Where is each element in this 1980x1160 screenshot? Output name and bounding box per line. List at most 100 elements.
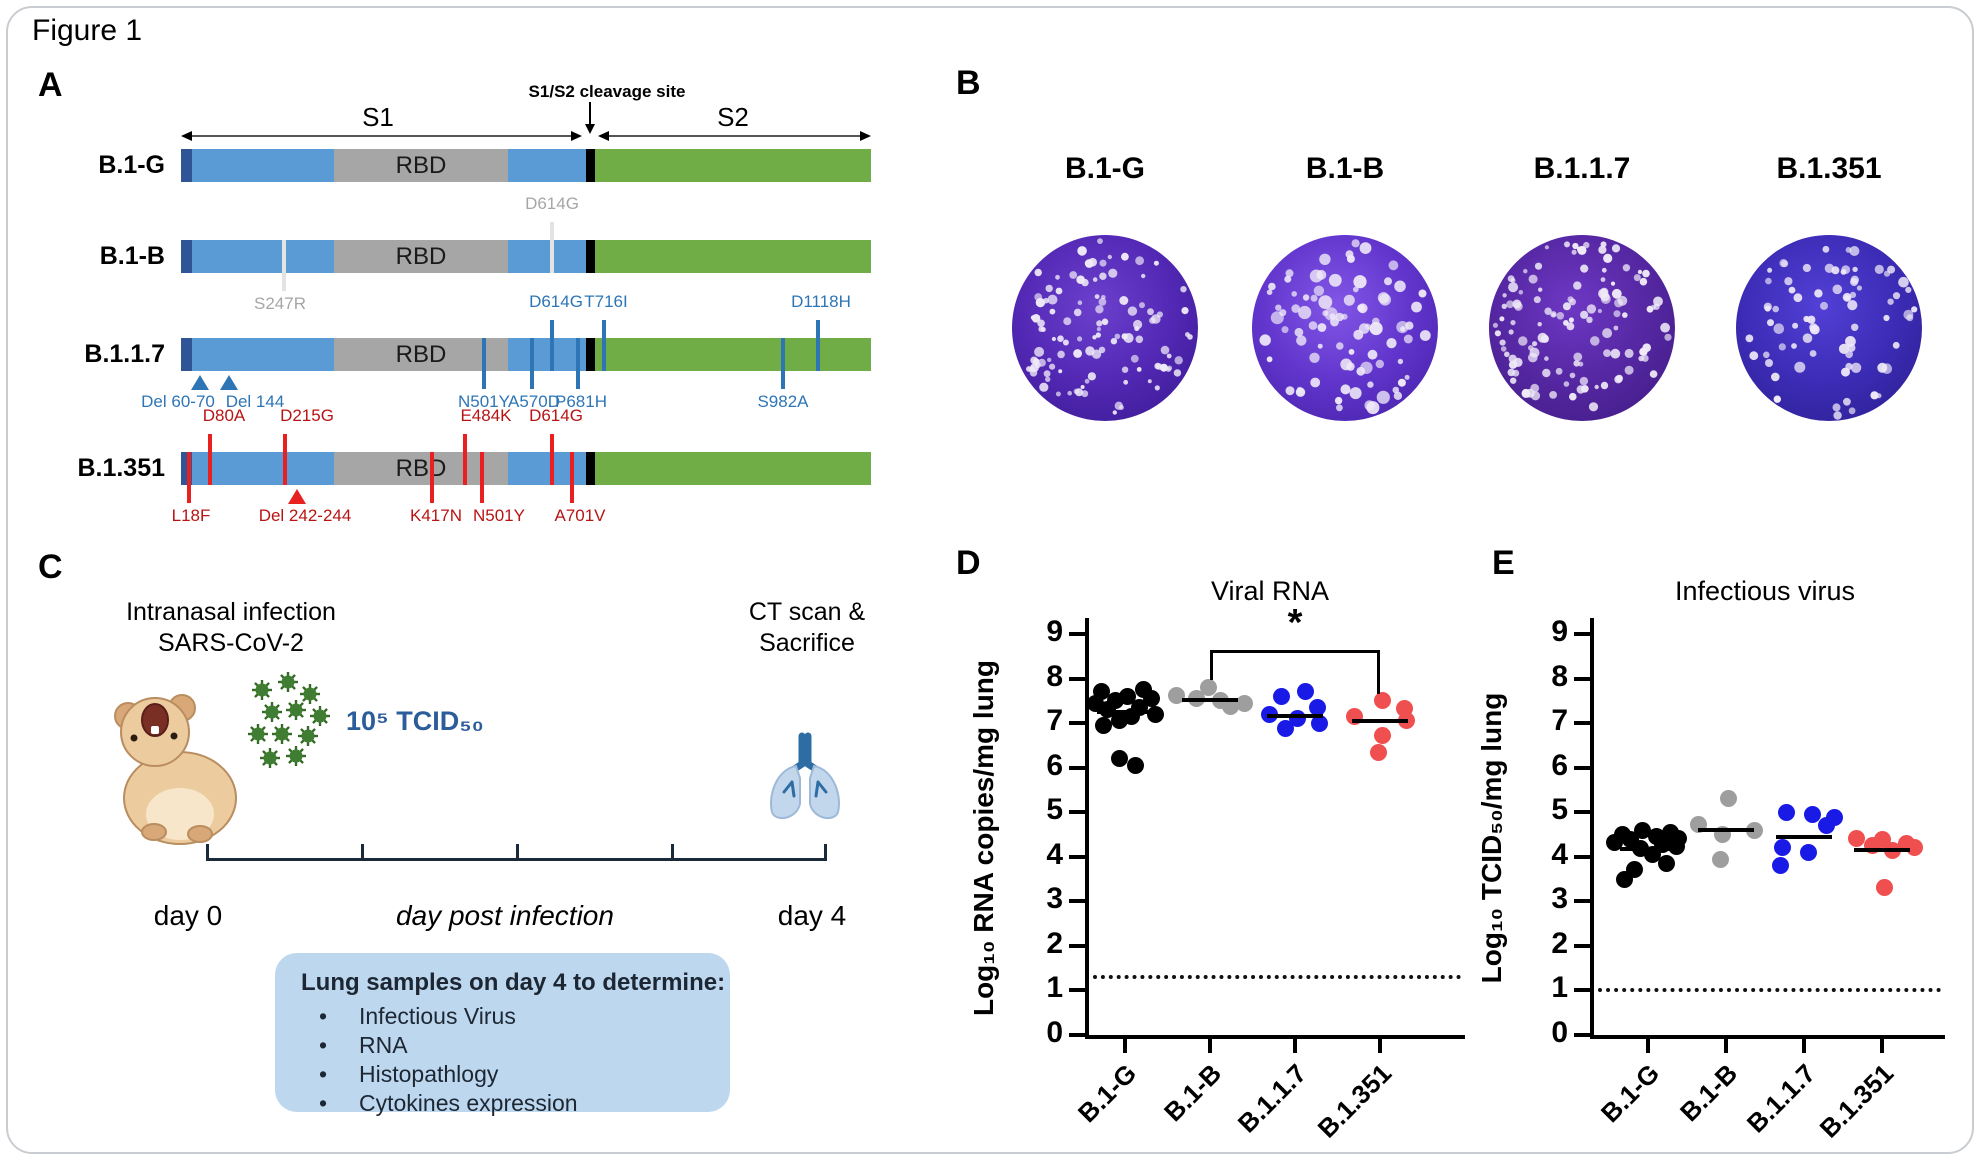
plaque-speckle [1809,350,1817,357]
plaque-speckle [1580,310,1589,319]
y-axis-tick-label: 6 [1046,748,1063,782]
plaque-speckle [1302,294,1310,301]
x-axis-tick [1208,1039,1212,1053]
data-point [1773,839,1791,857]
plaque-speckle [1508,282,1519,293]
plaque-speckle [1664,333,1672,341]
plaque-speckle [1887,298,1894,305]
virus-particle-icon [298,726,318,746]
data-point [1369,743,1387,761]
plaque-speckle [1504,351,1510,358]
data-point [1711,850,1729,868]
plaque-speckle [1583,241,1590,249]
plaque-speckle [1084,259,1094,268]
cleavage-site-label: S1/S2 cleavage site [528,82,686,101]
spike-segment [508,149,586,182]
y-axis-tick [1069,721,1085,726]
plaque-speckle [1807,315,1816,324]
plaque-speckle [1638,355,1644,362]
plaque-speckle [1154,385,1160,391]
plaque-speckle [1779,259,1788,268]
mutation-tick [430,452,434,503]
mutation-label: K417N [410,506,462,525]
data-point [1771,857,1789,875]
plaque-speckle [1843,397,1851,406]
plaque-speckle [1856,285,1862,291]
data-point [1146,705,1164,723]
plaque-speckle [1802,263,1811,273]
plaque-speckle [1898,276,1909,288]
plaque-well-image [1252,235,1438,421]
spike-segment [586,240,595,273]
bullet-dot: • [319,1032,328,1058]
plaque-speckle [1376,390,1390,404]
plaque-speckle [1500,346,1507,352]
plaque-speckle [1369,321,1383,336]
plaque-speckle [1397,378,1406,387]
plaque-speckle [1318,295,1333,309]
mutation-tick [570,452,574,503]
mutation-label: E484K [460,406,512,425]
timeline-tick [671,844,674,860]
y-axis-tick-label: 1 [1551,971,1568,1005]
data-point [1272,687,1290,705]
plaque-speckle [1077,336,1083,342]
plaque-speckle [1530,391,1541,401]
plaque-speckle [1123,379,1129,385]
plaque-speckle [1121,252,1129,261]
virus-particles-icon [248,672,330,768]
y-axis-tick-label: 6 [1551,748,1568,782]
median-line [1776,834,1832,839]
plaque-speckle [1026,366,1032,372]
plaque-speckle [1542,368,1551,378]
plaque-speckle [1037,319,1045,328]
plaque-speckle [1514,302,1523,311]
mutation-label: P681H [555,392,607,411]
plaque-speckle [1130,354,1139,363]
plaque-speckle [1832,403,1841,412]
plaque-speckle [1057,335,1064,342]
plaque-speckle [1160,345,1170,355]
plaque-speckle [1578,361,1584,367]
timeline-dpi-label: day post infection [396,900,614,931]
plaque-speckle [1308,321,1318,330]
spike-segment [181,149,192,182]
plaque-speckle [1284,275,1292,283]
plaque-speckle [1544,356,1549,361]
y-axis-tick-label: 4 [1551,837,1568,871]
plaque-speckle [1767,267,1773,273]
plaque-speckle [1353,275,1367,289]
plaque-speckle [1883,270,1891,277]
y-axis-tick-label: 1 [1046,971,1063,1005]
spike-segment [508,240,586,273]
y-axis-line [1590,618,1594,1039]
y-axis-tick [1069,988,1085,993]
plaque-speckle [1149,317,1156,324]
plaque-speckle [1259,334,1271,346]
plaque-speckle [1622,264,1631,272]
y-axis-tick [1069,854,1085,859]
y-axis-title: Log₁₀ TCID₅₀/mg lung [1476,692,1507,984]
y-axis-tick-label: 7 [1551,704,1568,738]
plaque-speckle [1870,391,1879,400]
plaque-speckle [1087,372,1096,381]
plaque-speckle [1119,296,1129,305]
y-axis-tick-label: 8 [1551,659,1568,693]
plaque-speckle [1603,253,1613,263]
y-axis-tick-label: 2 [1046,926,1063,960]
median-line [1182,697,1238,702]
plaque-speckle [1063,317,1072,326]
spike-segment: RBD [334,240,508,273]
plaque-speckle [1135,335,1144,344]
plaque-speckle [1049,363,1056,370]
plaque-speckle [1580,264,1589,273]
timeline-tick [516,844,519,860]
plaque-speckle [1043,297,1049,304]
mutation-tick [550,320,554,371]
mutation-label: D614G [529,406,583,425]
y-axis-tick [1574,854,1590,859]
plaque-speckle [1367,349,1378,360]
plaque-speckle [1586,316,1593,323]
mutation-deletion-triangle [191,375,209,390]
lungs-icon [770,732,840,820]
